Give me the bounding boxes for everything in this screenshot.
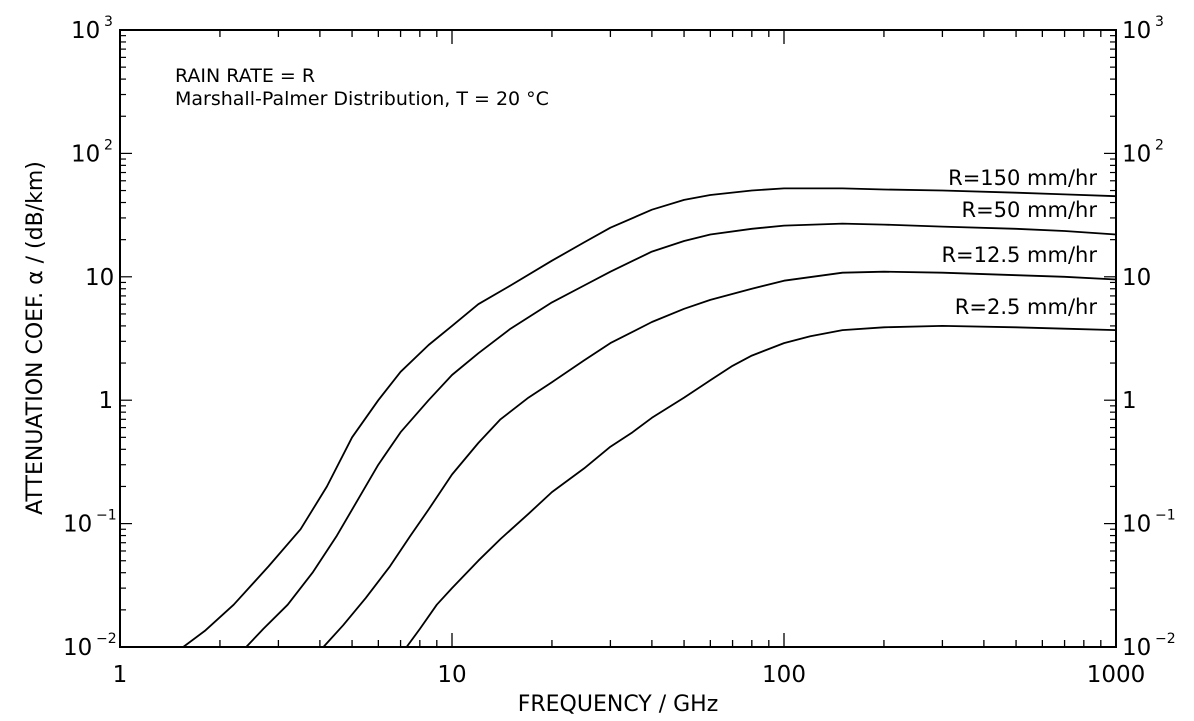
y-tick-label-left: 10 — [63, 512, 92, 538]
annotation-line-1: RAIN RATE = R — [175, 65, 315, 87]
y-tick-label-right: 10 — [1122, 141, 1151, 167]
series-line — [322, 270, 1117, 648]
series-label: R=150 mm/hr — [948, 166, 1097, 190]
y-tick-exponent-left: −1 — [96, 508, 117, 524]
y-tick-label-right: 10 — [1122, 635, 1151, 661]
y-tick-label-left: 10 — [71, 141, 100, 167]
x-tick-label: 1000 — [1087, 662, 1146, 688]
y-tick-exponent-right: −2 — [1155, 631, 1176, 647]
y-axis-title: ATTENUATION COEF. α / (dB/km) — [23, 161, 48, 515]
x-axis-title: FREQUENCY / GHz — [518, 692, 719, 717]
series-line — [245, 222, 1117, 648]
x-tick-label: 100 — [762, 662, 806, 688]
series-line — [182, 187, 1117, 648]
x-tick-label: 10 — [437, 662, 466, 688]
y-tick-label-left: 10 — [85, 265, 114, 291]
y-tick-exponent-right: −1 — [1155, 508, 1176, 524]
series-label: R=2.5 mm/hr — [955, 295, 1098, 319]
y-tick-exponent-left: 3 — [104, 14, 113, 30]
plot-frame — [119, 29, 1117, 648]
y-tick-exponent-right: 3 — [1155, 14, 1164, 30]
y-tick-label-left: 10 — [71, 18, 100, 44]
series-curves — [182, 187, 1117, 648]
series-label: R=12.5 mm/hr — [941, 243, 1097, 267]
y-tick-label-left: 1 — [99, 388, 114, 414]
annotation-line-2: Marshall-Palmer Distribution, T = 20 °C — [175, 88, 549, 110]
y-tick-label-right: 1 — [1122, 388, 1137, 414]
x-tick-label: 1 — [113, 662, 128, 688]
y-tick-exponent-left: −2 — [96, 631, 117, 647]
y-tick-label-left: 10 — [63, 635, 92, 661]
x-tick-labels: 1 10 100 1000 — [113, 662, 1146, 688]
y-tick-label-right: 10 — [1122, 18, 1151, 44]
series-line — [405, 325, 1117, 648]
axis-ticks — [120, 30, 1116, 647]
series-labels: R=150 mm/hr R=50 mm/hr R=12.5 mm/hr R=2.5 m… — [941, 166, 1097, 319]
series-label: R=50 mm/hr — [961, 198, 1097, 222]
y-tick-exponent-left: 2 — [104, 137, 113, 153]
y-tick-label-right: 10 — [1122, 512, 1151, 538]
y-tick-label-right: 10 — [1122, 265, 1151, 291]
y-tick-exponent-right: 2 — [1155, 137, 1164, 153]
